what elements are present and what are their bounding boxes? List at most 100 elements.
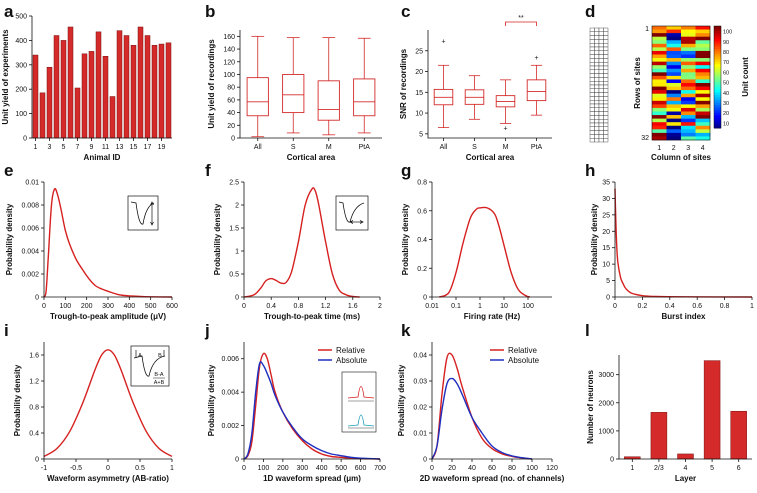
x-tick-label-g: 10 bbox=[500, 303, 508, 310]
colorbar-step bbox=[714, 94, 721, 98]
heatmap-cell bbox=[695, 90, 711, 94]
heatmap-cell bbox=[652, 61, 667, 66]
heatmap-cell bbox=[652, 83, 667, 87]
probe-site bbox=[594, 137, 600, 143]
x-tick-label-e: 400 bbox=[123, 303, 135, 310]
bar-a-19 bbox=[158, 43, 165, 139]
y-tick-label-c: 10 bbox=[415, 111, 423, 118]
heatmap-cell bbox=[681, 83, 696, 87]
y-tick-label-e: 0.004 bbox=[21, 249, 39, 256]
y-tick-label-h: 10 bbox=[602, 262, 610, 269]
colorbar-tick-label: 20 bbox=[723, 111, 729, 117]
x-tick-label-g: 100 bbox=[522, 303, 534, 310]
heatmap-cell bbox=[681, 104, 696, 109]
heatmap-cell bbox=[695, 118, 711, 123]
heatmap-cell bbox=[681, 36, 696, 41]
heatmap-cell bbox=[666, 115, 682, 119]
x-tick-label-e: 100 bbox=[59, 303, 71, 310]
bar-a-17 bbox=[144, 35, 151, 139]
probe-site bbox=[598, 111, 604, 116]
x-tick-label-l: 6 bbox=[737, 465, 741, 472]
heatmap-cell bbox=[666, 65, 682, 70]
probe-site bbox=[589, 107, 595, 112]
bar-a-2 bbox=[39, 92, 46, 139]
probe-site bbox=[594, 73, 600, 78]
heatmap-cell bbox=[652, 26, 667, 30]
probe-site bbox=[603, 92, 609, 97]
heatmap-cell bbox=[666, 36, 682, 41]
probe-site bbox=[589, 126, 595, 131]
y-tick-label-a: 400 bbox=[15, 38, 27, 45]
x-tick-label-k: 20 bbox=[448, 465, 456, 472]
x-tick-label-g: 1 bbox=[478, 303, 482, 310]
colorbar-tick-label: 80 bbox=[723, 50, 729, 56]
colorbar-step bbox=[714, 97, 721, 101]
colorbar-label: Unit count bbox=[741, 57, 750, 97]
chart-k: 0 0.01 0.02 0.03 0.04 0 20 40 60 80 100 120 2D wavef… bbox=[397, 342, 565, 483]
probe-site bbox=[598, 27, 604, 32]
colorbar-step bbox=[714, 112, 721, 116]
heatmap-cell bbox=[695, 43, 711, 48]
heatmap-cell bbox=[695, 54, 711, 59]
heatmap-cell bbox=[695, 115, 711, 119]
probe-site bbox=[598, 126, 604, 131]
heatmap-cell bbox=[695, 47, 711, 52]
heatmap-cell bbox=[666, 26, 682, 30]
probe-site bbox=[598, 99, 604, 105]
heatmap-cell bbox=[695, 136, 711, 141]
probe-site bbox=[594, 65, 600, 70]
y-axis-label-j: Probability density bbox=[207, 364, 216, 436]
heatmap-cell bbox=[695, 33, 711, 37]
heatmap-cell bbox=[695, 58, 711, 62]
probe-site bbox=[603, 35, 609, 40]
heatmap-cell bbox=[681, 72, 696, 77]
series-line-g-density bbox=[438, 206, 531, 298]
probe-site bbox=[594, 126, 600, 131]
heatmap-cell bbox=[652, 36, 667, 41]
axes-frame-b bbox=[239, 30, 382, 139]
bar-a-9 bbox=[88, 51, 95, 139]
heatmap-cell bbox=[652, 33, 667, 37]
y-tick-label-b: 120 bbox=[223, 59, 235, 66]
probe-site bbox=[594, 99, 600, 105]
colorbar-step bbox=[714, 48, 721, 52]
probe-site bbox=[594, 62, 600, 67]
heatmap-cell bbox=[681, 90, 696, 94]
y-axis-label-k: Probability density bbox=[397, 364, 406, 436]
heatmap-cell bbox=[681, 50, 696, 55]
x-tick-label-g: 0.01 bbox=[425, 303, 439, 310]
heatmap-cell bbox=[681, 107, 696, 112]
y-tick-label-a: 200 bbox=[15, 87, 27, 94]
x-tick-label-l: 2/3 bbox=[654, 465, 664, 472]
x-tick-label-a: 19 bbox=[158, 144, 166, 151]
colorbar-step bbox=[714, 110, 721, 114]
colorbar-step bbox=[714, 117, 721, 121]
heatmap-cell bbox=[681, 26, 696, 30]
probe-site bbox=[603, 107, 609, 112]
y-tick-label-e: 0.002 bbox=[21, 272, 39, 279]
probe-site bbox=[603, 46, 609, 51]
probe-site bbox=[594, 103, 600, 108]
y-tick-label-k: 0.04 bbox=[413, 353, 427, 360]
y-axis-label-i: Probability density bbox=[13, 364, 22, 436]
probe-site bbox=[589, 73, 595, 78]
colorbar-step bbox=[714, 102, 721, 106]
probe-site bbox=[589, 122, 595, 127]
heatmap-cell bbox=[666, 40, 682, 45]
y-tick-label-j: 0.004 bbox=[221, 390, 239, 397]
colorbar-tick-label: 50 bbox=[723, 81, 729, 87]
heatmap-cell bbox=[666, 97, 682, 102]
heatmap-cell bbox=[652, 54, 667, 59]
waveform-icon bbox=[130, 201, 155, 225]
x-axis-label-d: Column of sites bbox=[651, 153, 712, 162]
y-axis-label-g: Probability density bbox=[401, 203, 410, 275]
probe-site bbox=[594, 27, 600, 32]
y-tick-label-b: 140 bbox=[223, 47, 235, 54]
probe-site bbox=[603, 122, 609, 127]
heatmap-cell bbox=[681, 29, 696, 34]
y-axis-label-b: Unit yield of recordings bbox=[207, 39, 216, 129]
probe-site bbox=[594, 84, 600, 89]
x-tick-label-b: All bbox=[254, 144, 262, 151]
